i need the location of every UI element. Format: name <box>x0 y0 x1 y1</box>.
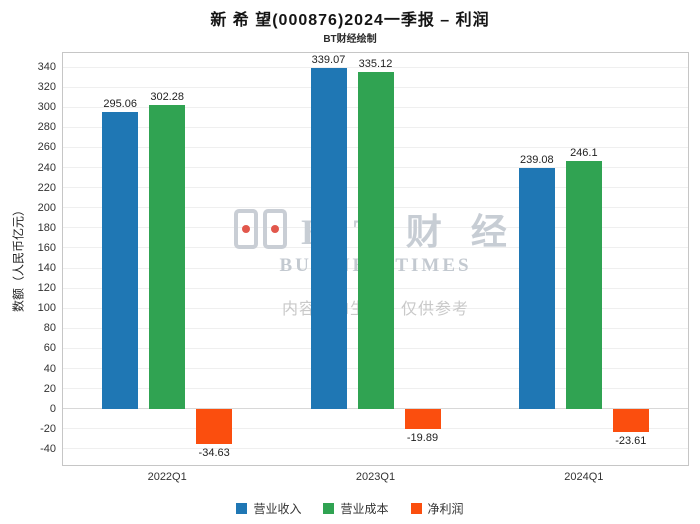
bt-logo-icon <box>234 209 288 249</box>
bar-value-label: 339.07 <box>311 54 346 66</box>
chart-title: 新 希 望(000876)2024一季报 – 利润 <box>210 12 490 29</box>
bar <box>102 112 139 409</box>
y-tick-label: 280 <box>37 121 56 134</box>
y-tick-label: 120 <box>37 282 56 295</box>
bar <box>357 71 394 409</box>
bar-value-label: -23.61 <box>615 435 647 448</box>
gridline <box>63 408 688 410</box>
legend-swatch <box>323 503 335 514</box>
bar <box>612 408 649 433</box>
bar <box>565 161 602 409</box>
bar-value-label: -34.63 <box>198 446 230 459</box>
x-tick-label: 2024Q1 <box>564 471 604 483</box>
y-tick-label: 60 <box>43 342 56 355</box>
y-tick-label: 100 <box>37 302 56 315</box>
legend-item: 营业收入 <box>236 500 301 517</box>
plot-area: B T 财 经 BUSINESSTIMES 内容由AI生成，仅供参考 295.0… <box>62 52 689 466</box>
legend: 营业收入 营业成本 净利润 <box>0 500 700 517</box>
bar-value-label: 302.28 <box>150 90 184 103</box>
y-tick-label: 220 <box>37 181 56 194</box>
y-tick-label: 0 <box>49 402 56 415</box>
y-tick-label: 20 <box>43 382 56 395</box>
y-tick-label: 180 <box>37 221 56 234</box>
bt-logo-dot <box>271 225 280 233</box>
y-tick-label: 320 <box>37 81 56 94</box>
gridline <box>63 448 688 450</box>
legend-label: 净利润 <box>427 502 464 516</box>
legend-item: 营业成本 <box>323 500 389 517</box>
y-tick-label: -20 <box>40 422 56 435</box>
y-tick-label: 300 <box>37 101 56 114</box>
bar-value-label: 295.06 <box>103 98 137 111</box>
x-tick-label: 2022Q1 <box>147 471 187 483</box>
legend-item: 净利润 <box>410 500 464 517</box>
x-tick-label: 2023Q1 <box>355 471 396 483</box>
y-tick-label: 40 <box>43 362 56 375</box>
legend-label: 营业收入 <box>253 502 302 516</box>
bar-value-label: -19.89 <box>406 431 439 444</box>
y-tick-label: 160 <box>37 241 56 254</box>
y-tick-label: 140 <box>37 262 56 275</box>
legend-swatch <box>410 503 422 514</box>
chart-subtitle: BT财经绘制 <box>323 34 377 45</box>
bar <box>310 68 347 409</box>
bar <box>518 168 555 409</box>
gridline <box>63 428 688 430</box>
bar-value-label: 246.1 <box>570 147 598 160</box>
gridline <box>63 66 688 68</box>
y-tick-label: 240 <box>37 161 56 174</box>
bar-value-label: 239.08 <box>520 154 554 167</box>
bt-logo-cell <box>234 209 259 249</box>
y-tick-label: 260 <box>37 141 56 154</box>
legend-swatch <box>236 503 248 514</box>
y-tick-label: -40 <box>40 442 56 455</box>
bar <box>196 408 233 444</box>
y-tick-label: 200 <box>37 201 56 214</box>
bar <box>404 408 441 429</box>
y-axis-label: 数额（人民币亿元） <box>11 203 26 313</box>
y-tick-label: 340 <box>37 61 56 74</box>
bt-logo-cell <box>263 209 288 249</box>
bar <box>149 104 186 409</box>
y-tick-label: 80 <box>43 322 56 335</box>
bt-logo-dot <box>242 225 251 233</box>
bar-value-label: 335.12 <box>358 57 393 70</box>
legend-label: 营业成本 <box>340 502 389 516</box>
